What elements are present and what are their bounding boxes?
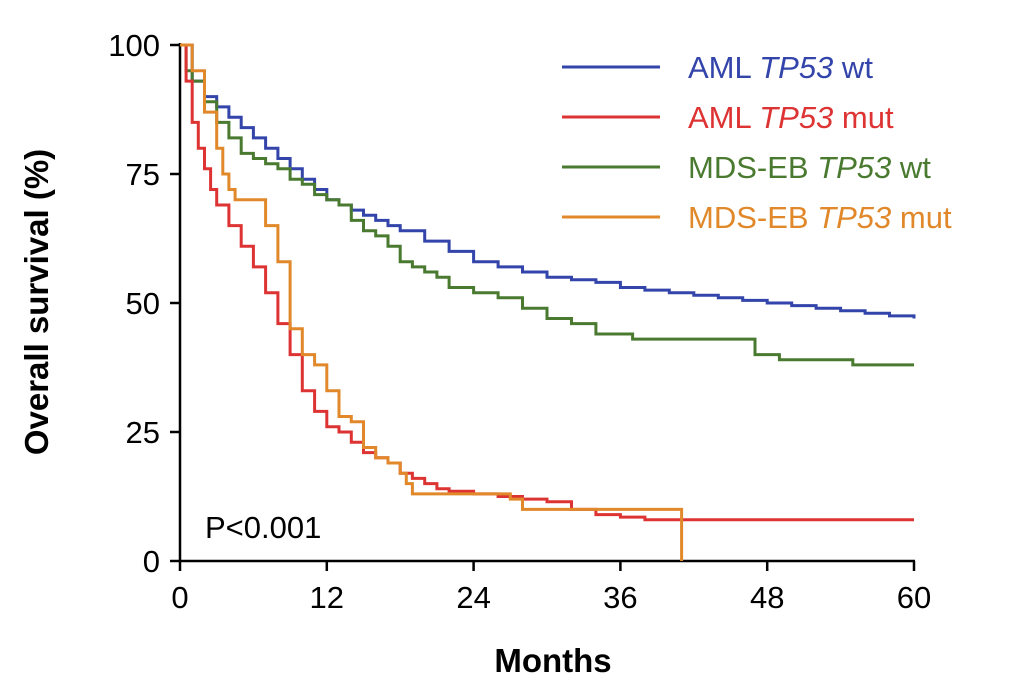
series-line-aml-tp53-wt [180, 43, 916, 319]
x-tick-label: 48 [750, 580, 784, 615]
y-tick-label: 50 [126, 286, 160, 321]
legend-label-mds-eb-tp53-mut: MDS-EB TP53 mut [688, 200, 952, 235]
series-lines [180, 43, 916, 561]
p-value-annotation: P<0.001 [205, 510, 321, 545]
y-tick-label: 100 [108, 28, 160, 63]
x-tick-label: 36 [603, 580, 637, 615]
x-tick-label: 60 [897, 580, 931, 615]
y-tick-label: 75 [126, 157, 160, 192]
x-axis-title: Months [494, 642, 611, 679]
x-tick-label: 24 [456, 580, 490, 615]
legend: AML TP53 wt AML TP53 mut MDS-EB TP53 wt MDS… [562, 50, 952, 235]
legend-label-mds-eb-tp53-wt: MDS-EB TP53 wt [688, 150, 931, 185]
x-tick-label: 0 [171, 580, 188, 615]
series-line-mds-eb-tp53-wt [180, 43, 914, 367]
series-line-aml-tp53-mut [180, 43, 914, 522]
x-tick-label: 12 [310, 580, 344, 615]
y-axis-title: Overall survival (%) [18, 149, 55, 455]
legend-label-aml-tp53-wt: AML TP53 wt [688, 50, 873, 85]
y-axis-ticks: 0 25 50 75 100 [108, 28, 180, 579]
y-tick-label: 25 [126, 415, 160, 450]
series-line-mds-eb-tp53-mut [180, 43, 684, 561]
y-tick-label: 0 [143, 544, 160, 579]
legend-label-aml-tp53-mut: AML TP53 mut [688, 100, 894, 135]
x-axis-ticks: 0 12 24 36 48 60 [171, 561, 931, 615]
